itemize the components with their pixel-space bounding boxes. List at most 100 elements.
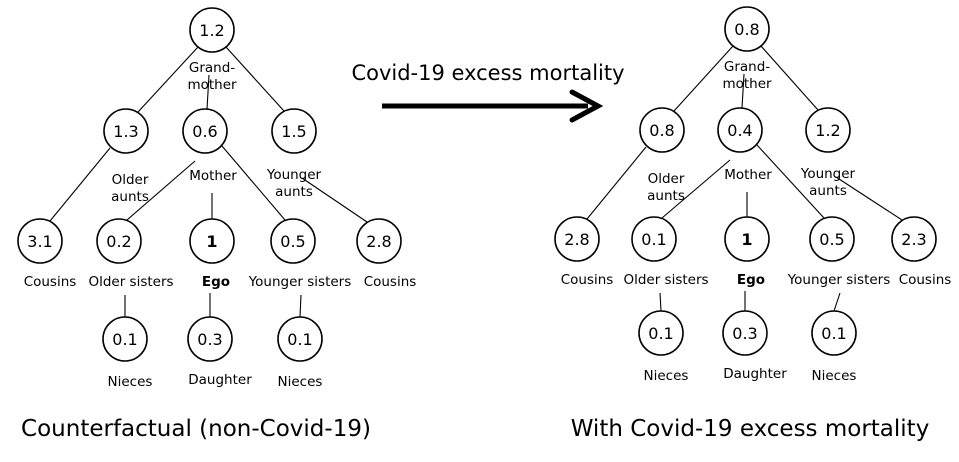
counterfactual-node-circle-younger-aunts: [271, 108, 317, 154]
covid-node-circle-daughter: [722, 310, 768, 356]
counterfactual-node-mother: 0.6 Mother: [182, 108, 237, 184]
covid-edge-younger-sisters-to-nieces-right: [833, 292, 841, 312]
counterfactual-edge-grandmother-to-younger-aunts: [225, 46, 285, 112]
counterfactual-node-circle-nieces-left: [102, 316, 148, 362]
covid-node-grandmother: 0.8 Grand-mother: [722, 6, 772, 92]
covid-node-value-younger-sisters: 0.5: [819, 230, 844, 249]
counterfactual-node-circle-ego: [189, 218, 235, 264]
transition-arrow: Covid-19 excess mortality: [351, 61, 625, 123]
covid-node-circle-older-sisters: [631, 216, 677, 262]
covid-edge-mother-to-younger-sisters: [756, 144, 825, 219]
covid-tree: 0.8 Grand-mother 0.8 Older aunts 0.4 Mother 1.2…: [554, 6, 951, 384]
covid-node-value-nieces-left: 0.1: [648, 324, 673, 343]
counterfactual-node-value-younger-sisters: 0.5: [280, 232, 305, 251]
counterfactual-node-value-ego: 1: [206, 232, 217, 251]
covid-edge-grandmother-to-older-aunts: [673, 45, 734, 112]
covid-node-circle-mother: [717, 107, 763, 153]
counterfactual-node-label-daughter: Daughter: [188, 372, 252, 388]
covid-node-label-grandmother-line-1: Grand-: [724, 59, 770, 75]
covid-node-value-older-aunts: 0.8: [649, 121, 674, 140]
counterfactual-node-circle-older-sisters: [96, 218, 142, 264]
covid-node-value-grandmother: 0.8: [734, 20, 759, 39]
covid-node-cousins-right: 2.3 Cousins: [891, 216, 951, 288]
counterfactual-node-circle-older-aunts: [103, 108, 149, 154]
counterfactual-node-label-cousins-left: Cousins: [24, 274, 77, 290]
counterfactual-node-label-mother: Mother: [189, 168, 237, 184]
counterfactual-node-value-older-aunts: 1.3: [113, 122, 138, 141]
counterfactual-node-label-nieces-left: Nieces: [108, 374, 153, 390]
covid-node-label-mother: Mother: [724, 167, 772, 183]
covid-node-value-mother: 0.4: [727, 121, 752, 140]
counterfactual-node-value-nieces-right: 0.1: [287, 330, 312, 349]
counterfactual-node-daughter: 0.3 Daughter: [187, 316, 252, 388]
arrow-label: Covid-19 excess mortality: [351, 61, 624, 85]
covid-node-label-grandmother-line-2: mother: [722, 76, 772, 92]
covid-node-older-sisters: 0.1 Older sisters: [623, 216, 709, 288]
counterfactual-node-circle-mother: [182, 108, 228, 154]
arrow-head: [569, 89, 604, 123]
covid-node-circle-cousins-left: [554, 216, 600, 262]
covid-node-label-younger-aunts-line-2: aunts: [809, 183, 847, 199]
counterfactual-node-value-mother: 0.6: [192, 122, 217, 141]
counterfactual-node-label-younger-aunts-line-1: Younger: [266, 167, 322, 183]
counterfactual-node-label-older-aunts-line-1: Older: [112, 172, 149, 188]
covid-node-cousins-left: 2.8 Cousins: [554, 216, 614, 288]
covid-node-value-younger-aunts: 1.2: [815, 121, 840, 140]
counterfactual-node-value-cousins-right: 2.8: [366, 232, 391, 251]
counterfactual-node-label-older-aunts-line-2: aunts: [111, 189, 149, 205]
covid-node-value-ego: 1: [741, 230, 752, 249]
counterfactual-node-value-younger-aunts: 1.5: [281, 122, 306, 141]
counterfactual-node-circle-nieces-right: [277, 316, 323, 362]
counterfactual-node-nieces-left: 0.1 Nieces: [102, 316, 153, 390]
counterfactual-node-label-cousins-right: Cousins: [364, 274, 417, 290]
panel-title-covid: With Covid-19 excess mortality: [571, 416, 930, 442]
covid-edge-grandmother-to-mother: [741, 73, 745, 109]
covid-node-circle-younger-aunts: [805, 107, 851, 153]
counterfactual-node-circle-cousins-right: [356, 218, 402, 264]
covid-node-nieces-left: 0.1 Nieces: [638, 310, 688, 384]
counterfactual-node-label-younger-aunts-line-2: aunts: [275, 184, 313, 200]
covid-node-daughter: 0.3 Daughter: [722, 310, 787, 382]
covid-node-circle-older-aunts: [639, 107, 685, 153]
counterfactual-node-label-grandmother-line-2: mother: [187, 77, 237, 93]
covid-node-circle-cousins-right: [891, 216, 937, 262]
covid-node-mother: 0.4 Mother: [717, 107, 772, 183]
counterfactual-node-value-nieces-left: 0.1: [112, 330, 137, 349]
covid-node-label-older-aunts-line-1: Older: [648, 171, 685, 187]
covid-node-circle-younger-sisters: [809, 216, 855, 262]
counterfactual-node-younger-sisters: 0.5 Younger sisters: [248, 218, 352, 290]
covid-edge-mother-to-older-sisters: [661, 159, 731, 219]
covid-node-label-older-sisters: Older sisters: [623, 272, 708, 288]
covid-node-value-older-sisters: 0.1: [641, 230, 666, 249]
counterfactual-node-label-younger-sisters: Younger sisters: [248, 274, 352, 290]
counterfactual-node-grandmother: 1.2 Grand-mother: [187, 7, 237, 93]
covid-node-label-younger-sisters: Younger sisters: [787, 272, 891, 288]
covid-edge-older-aunts-to-cousins-left: [586, 146, 647, 220]
counterfactual-edge-grandmother-to-mother: [206, 74, 210, 110]
counterfactual-node-value-older-sisters: 0.2: [106, 232, 131, 251]
counterfactual-node-value-cousins-left: 3.1: [27, 232, 52, 251]
covid-node-label-nieces-right: Nieces: [812, 368, 857, 384]
counterfactual-node-circle-daughter: [187, 316, 233, 362]
covid-node-value-cousins-left: 2.8: [564, 230, 589, 249]
counterfactual-edge-younger-aunts-to-cousins-right: [301, 177, 368, 223]
covid-node-label-cousins-left: Cousins: [561, 272, 614, 288]
counterfactual-node-label-nieces-right: Nieces: [278, 374, 323, 390]
covid-node-label-ego: Ego: [737, 272, 765, 288]
covid-node-circle-nieces-right: [811, 310, 857, 356]
covid-edge-younger-aunts-to-cousins-right: [835, 176, 903, 221]
covid-edge-grandmother-to-younger-aunts: [760, 45, 819, 111]
covid-node-label-daughter: Daughter: [723, 366, 787, 382]
counterfactual-node-older-sisters: 0.2 Older sisters: [88, 218, 174, 290]
covid-node-circle-nieces-left: [638, 310, 684, 356]
covid-node-label-younger-aunts-line-1: Younger: [800, 166, 856, 182]
counterfactual-node-circle-cousins-left: [17, 218, 63, 264]
covid-node-value-cousins-right: 2.3: [901, 230, 926, 249]
counterfactual-node-label-ego: Ego: [202, 274, 230, 290]
counterfactual-node-label-grandmother-line-1: Grand-: [189, 60, 235, 76]
covid-node-circle-ego: [724, 216, 770, 262]
covid-node-circle-grandmother: [724, 6, 770, 52]
